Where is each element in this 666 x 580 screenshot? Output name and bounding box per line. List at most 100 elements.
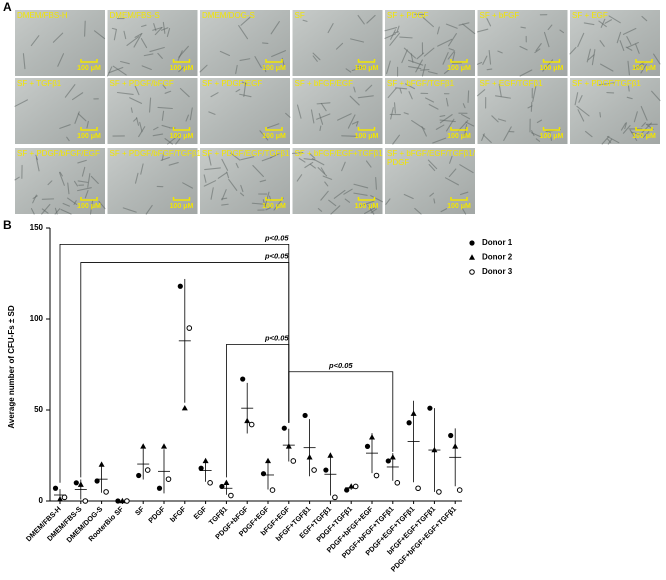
cell — [428, 163, 436, 172]
cell — [421, 64, 426, 77]
cell — [399, 88, 403, 94]
cell — [133, 117, 138, 122]
cell — [164, 138, 173, 145]
cell — [316, 113, 331, 120]
data-point — [244, 417, 251, 424]
cell — [81, 166, 86, 177]
micrograph-image — [385, 10, 475, 76]
cell — [640, 63, 647, 74]
cell — [465, 121, 475, 127]
micrograph: SF + bFGF/EGF 100 μM — [292, 78, 383, 144]
scale-bar — [265, 59, 283, 63]
scale-label: 100 μM — [77, 133, 101, 140]
cell — [440, 208, 448, 213]
cell — [444, 177, 460, 186]
cell — [126, 36, 140, 46]
cell — [619, 40, 625, 52]
cell — [543, 31, 550, 48]
data-point — [385, 458, 391, 464]
cell — [157, 106, 173, 110]
x-tick-label: SF — [133, 504, 146, 517]
cell — [452, 51, 456, 61]
micrograph: SF + bFGF/TGFβ1 100 μM — [385, 78, 475, 145]
cell — [122, 207, 137, 213]
data-point — [415, 485, 421, 492]
cell — [312, 52, 321, 61]
cell — [423, 47, 435, 57]
cell — [626, 36, 632, 45]
cell — [345, 68, 352, 73]
cell — [179, 87, 190, 98]
cell — [203, 180, 217, 187]
significance-label: p<0.05 — [264, 233, 289, 242]
micrograph: DMEM/FBS-H 100 μM — [15, 10, 106, 76]
cell — [351, 120, 359, 125]
cell — [262, 199, 266, 208]
cell — [123, 30, 127, 40]
data-point — [119, 497, 126, 504]
significance-bracket — [226, 344, 290, 478]
scale-bar — [450, 127, 468, 131]
cell — [347, 114, 356, 129]
cell — [576, 105, 590, 117]
cell — [316, 102, 331, 105]
cell — [204, 167, 221, 171]
cell — [604, 19, 613, 24]
micrograph-image — [107, 78, 198, 144]
cell — [270, 21, 280, 35]
micrograph: SF + PDGF 100 μM — [384, 10, 476, 77]
cell — [71, 92, 84, 101]
cell — [154, 26, 163, 36]
cell — [433, 198, 436, 204]
cell — [586, 48, 591, 63]
cell — [384, 27, 398, 32]
cell — [341, 161, 346, 172]
cell — [443, 68, 451, 74]
cell — [600, 63, 614, 72]
cell — [67, 182, 70, 195]
cell — [189, 107, 193, 121]
cell — [335, 42, 344, 50]
cell — [607, 138, 612, 144]
data-point — [327, 452, 334, 458]
cell — [403, 47, 416, 59]
scale-bar — [635, 127, 653, 131]
cell — [129, 97, 143, 104]
scale-bar — [542, 127, 561, 131]
cell — [357, 95, 374, 99]
cell — [403, 112, 409, 115]
data-point — [103, 489, 109, 495]
cell — [210, 187, 214, 200]
scale-bar — [172, 127, 191, 131]
cell — [243, 82, 247, 98]
scale-label: 100 μM — [447, 203, 471, 210]
cell — [120, 60, 130, 65]
panel-label: SF + bFGF/EGF/TGFβ1/PDGF — [387, 149, 476, 167]
cell — [447, 33, 457, 47]
legend-label: Donor 3 — [482, 267, 513, 276]
cell — [462, 23, 476, 35]
cell — [577, 32, 585, 48]
micrograph: SF 100 μM — [292, 10, 383, 76]
cell — [162, 21, 166, 34]
data-point — [260, 471, 267, 477]
data-point — [373, 472, 380, 479]
cell — [350, 38, 365, 43]
cell — [616, 31, 622, 44]
data-point — [124, 498, 130, 504]
cell — [285, 112, 291, 118]
cell — [221, 158, 229, 171]
significance-bracket — [288, 371, 394, 452]
cell — [598, 82, 615, 86]
scale-bar — [80, 127, 98, 131]
panel-letter: A — [3, 0, 12, 14]
micrograph-image — [15, 148, 105, 214]
cell — [264, 191, 270, 207]
cell — [259, 130, 269, 141]
cell — [208, 153, 212, 166]
cell — [583, 22, 595, 26]
scale-label: 100 μM — [262, 203, 286, 210]
cell — [415, 59, 423, 73]
cell — [270, 152, 281, 159]
cell — [482, 55, 488, 65]
